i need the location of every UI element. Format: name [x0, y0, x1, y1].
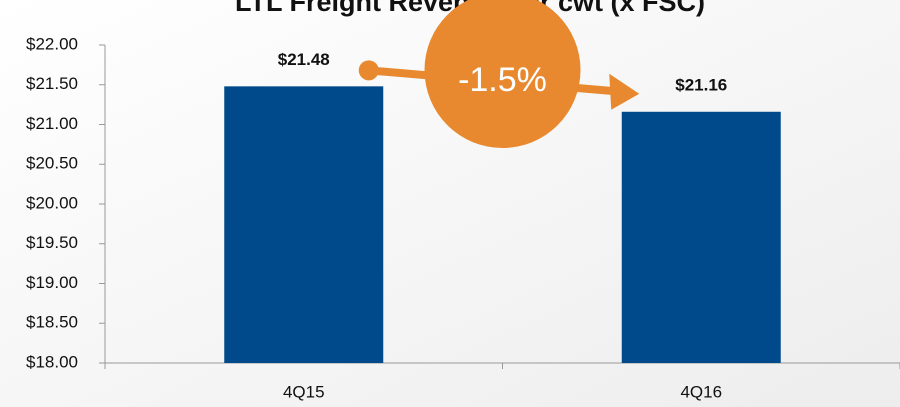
y-tick-label: $22.00: [26, 34, 78, 53]
arrow-head: [609, 73, 640, 110]
x-tick-label: 4Q15: [283, 382, 325, 401]
value-label: $21.48: [278, 50, 330, 69]
y-tick-label: $20.50: [26, 154, 78, 173]
y-tick-label: $21.00: [26, 114, 78, 133]
y-tick-label: $20.00: [26, 193, 78, 212]
y-tick-label: $21.50: [26, 74, 78, 93]
y-tick-label: $18.00: [26, 352, 78, 371]
y-tick-label: $19.50: [26, 233, 78, 252]
annotation: -1.5%: [458, 61, 547, 99]
value-label: $21.16: [675, 75, 727, 94]
arrow-shaft: [368, 66, 622, 96]
x-tick-label: 4Q16: [680, 382, 722, 401]
y-tick-label: $19.00: [26, 273, 78, 292]
bar: [224, 86, 384, 363]
bar: [621, 111, 781, 363]
annotation-circle: [424, 0, 581, 148]
y-tick-label: $18.50: [26, 313, 78, 332]
